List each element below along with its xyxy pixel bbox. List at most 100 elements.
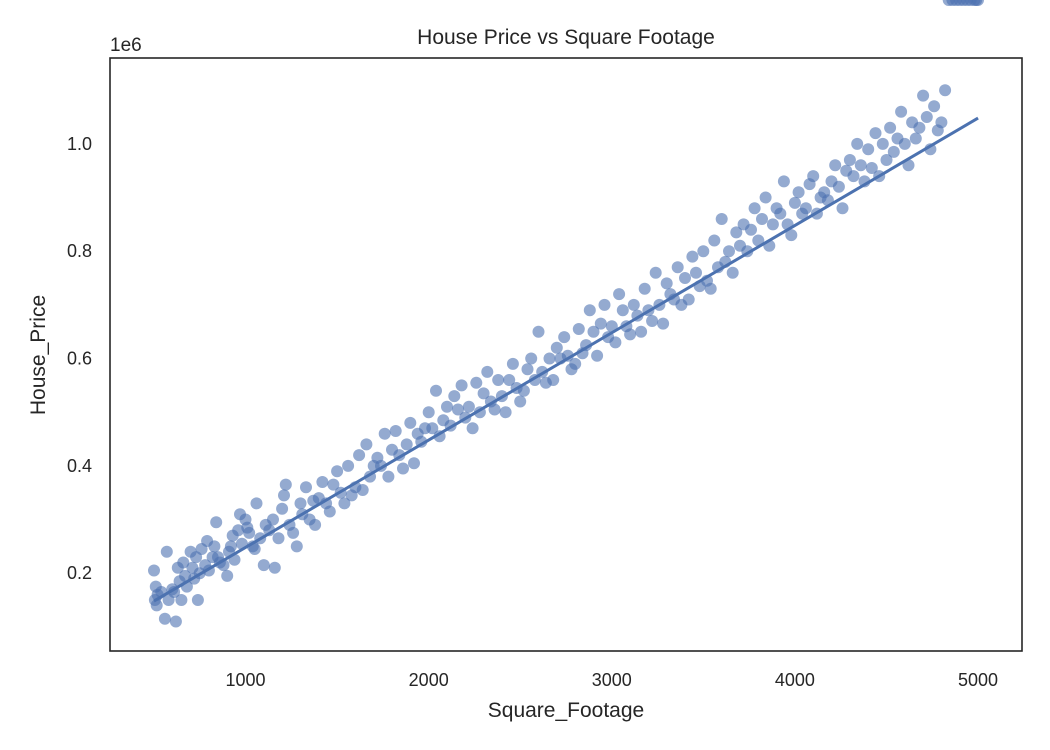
x-tick-label: 3000 [592, 670, 632, 690]
data-point [638, 282, 651, 295]
data-point [869, 127, 882, 140]
data-point [759, 191, 772, 204]
data-point [338, 497, 351, 510]
data-point [697, 245, 710, 258]
data-point [353, 449, 366, 462]
data-point [792, 186, 805, 199]
data-point [278, 489, 290, 502]
data-point [470, 376, 483, 389]
data-point [191, 594, 204, 606]
data-point [466, 422, 479, 435]
data-point [481, 365, 494, 378]
data-point [913, 121, 926, 134]
x-tick-label: 4000 [775, 670, 815, 690]
data-point [627, 298, 640, 311]
data-point [972, 0, 984, 6]
data-point [745, 223, 757, 236]
data-point [807, 170, 820, 183]
data-point [715, 213, 728, 225]
data-point [730, 226, 743, 239]
data-point [935, 116, 948, 129]
data-point [587, 325, 600, 338]
data-point [378, 427, 391, 440]
data-point [756, 213, 768, 225]
data-point [635, 325, 648, 338]
data-point [224, 540, 237, 553]
data-point [267, 513, 279, 526]
data-point [279, 478, 292, 491]
data-point [268, 561, 281, 574]
data-point [300, 481, 312, 494]
data-point [276, 502, 289, 515]
x-tick-label: 1000 [225, 670, 265, 690]
data-point [521, 363, 534, 376]
y-tick-label: 0.2 [67, 563, 92, 583]
x-axis-ticks: 1000 2000 3000 4000 5000 [225, 670, 998, 690]
data-point [939, 84, 952, 97]
data-point [836, 202, 849, 215]
data-point [682, 293, 695, 306]
data-point [426, 422, 439, 435]
data-point [594, 317, 607, 330]
data-point [232, 524, 245, 537]
data-point [788, 196, 801, 209]
data-point [550, 341, 563, 354]
data-point [726, 266, 739, 279]
data-point [898, 137, 911, 150]
data-point [408, 457, 420, 470]
data-point [331, 465, 344, 478]
data-point [506, 357, 519, 370]
data-point [609, 336, 622, 349]
data-point [175, 594, 188, 606]
data-point [679, 272, 691, 284]
data-point [785, 229, 798, 242]
data-point [657, 317, 670, 330]
data-point [748, 202, 761, 215]
data-point [179, 569, 192, 582]
data-point [208, 540, 221, 553]
data-point [774, 207, 787, 220]
data-point [777, 175, 790, 188]
y-axis-label: House_Price [27, 295, 50, 415]
data-point [382, 470, 395, 483]
data-point [272, 532, 285, 545]
chart-title: House Price vs Square Footage [417, 26, 715, 49]
data-point [671, 261, 684, 274]
data-point [400, 438, 413, 451]
data-point [646, 315, 659, 327]
data-point [342, 459, 355, 472]
data-point [477, 387, 490, 400]
data-point [455, 379, 468, 392]
data-point [928, 100, 941, 113]
data-point [613, 288, 626, 301]
y-tick-label: 0.6 [67, 349, 92, 369]
data-point [547, 374, 560, 386]
data-point [854, 159, 867, 172]
data-point [294, 497, 307, 510]
data-point [591, 349, 604, 362]
regression-line [153, 116, 979, 603]
data-point [397, 462, 409, 475]
data-point [462, 400, 475, 413]
data-point [177, 556, 190, 569]
x-tick-label: 2000 [409, 670, 449, 690]
data-point [558, 331, 571, 344]
data-point [572, 323, 585, 335]
data-point [895, 105, 908, 118]
data-point [158, 612, 171, 625]
data-point [690, 266, 702, 279]
data-point [514, 395, 527, 408]
data-point [598, 298, 611, 311]
data-point [616, 304, 629, 317]
y-offset-label: 1e6 [110, 35, 142, 56]
data-point [452, 403, 464, 416]
data-point [287, 526, 300, 539]
data-point [880, 154, 893, 166]
data-point [766, 218, 779, 231]
data-point [887, 145, 900, 158]
data-point [356, 484, 369, 496]
data-point [686, 250, 699, 263]
data-point [290, 540, 303, 553]
data-point [441, 400, 453, 413]
x-axis-label: Square_Footage [488, 699, 644, 722]
